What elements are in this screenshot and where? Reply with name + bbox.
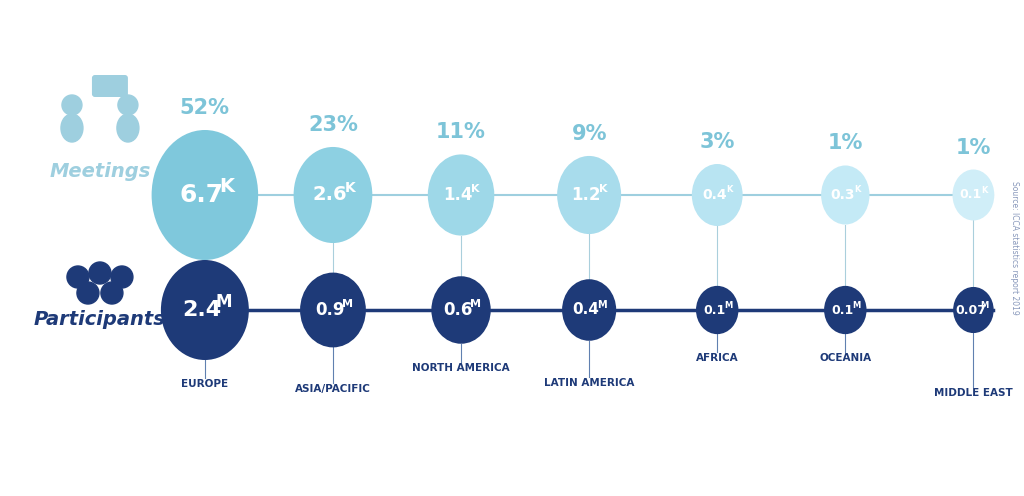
Text: K: K xyxy=(344,181,355,195)
Text: M: M xyxy=(852,301,860,310)
Text: ASIA/PACIFIC: ASIA/PACIFIC xyxy=(295,384,371,394)
Text: 1.4: 1.4 xyxy=(443,186,473,204)
Text: 0.07: 0.07 xyxy=(955,304,986,316)
Text: K: K xyxy=(599,184,608,194)
Ellipse shape xyxy=(300,273,366,347)
Text: 11%: 11% xyxy=(436,123,486,142)
Text: 1%: 1% xyxy=(955,137,991,158)
Text: M: M xyxy=(598,300,607,310)
Ellipse shape xyxy=(117,114,139,142)
Text: 0.4: 0.4 xyxy=(572,303,600,317)
Text: 0.4: 0.4 xyxy=(701,188,727,202)
Ellipse shape xyxy=(557,156,622,234)
Text: 3%: 3% xyxy=(699,132,735,152)
Ellipse shape xyxy=(161,260,249,360)
Text: Participants: Participants xyxy=(34,310,166,329)
Text: K: K xyxy=(981,186,987,195)
Ellipse shape xyxy=(953,287,993,333)
Text: K: K xyxy=(854,186,860,194)
Text: MIDDLE EAST: MIDDLE EAST xyxy=(934,388,1013,398)
Circle shape xyxy=(118,95,138,115)
Ellipse shape xyxy=(821,166,869,225)
Text: EUROPE: EUROPE xyxy=(181,379,228,389)
Text: 0.1: 0.1 xyxy=(959,188,982,201)
Circle shape xyxy=(101,282,123,304)
Text: 1%: 1% xyxy=(827,133,863,153)
Text: 0.6: 0.6 xyxy=(443,301,473,319)
Circle shape xyxy=(77,282,99,304)
Circle shape xyxy=(62,95,82,115)
Ellipse shape xyxy=(696,286,738,334)
Text: M: M xyxy=(470,299,481,309)
Text: K: K xyxy=(219,177,233,195)
Text: M: M xyxy=(342,299,353,309)
Ellipse shape xyxy=(294,147,373,243)
Ellipse shape xyxy=(61,114,83,142)
Ellipse shape xyxy=(428,154,495,236)
Ellipse shape xyxy=(431,276,490,344)
Text: LATIN AMERICA: LATIN AMERICA xyxy=(544,378,634,388)
Circle shape xyxy=(67,266,89,288)
Text: 9%: 9% xyxy=(571,124,607,144)
Text: 1.2: 1.2 xyxy=(571,186,601,204)
Text: M: M xyxy=(724,301,732,310)
Text: K: K xyxy=(726,186,732,194)
Circle shape xyxy=(89,262,111,284)
Text: 0.1: 0.1 xyxy=(703,304,725,316)
Text: M: M xyxy=(216,293,232,311)
Ellipse shape xyxy=(562,279,616,341)
FancyBboxPatch shape xyxy=(92,75,128,97)
Text: OCEANIA: OCEANIA xyxy=(819,353,871,363)
Text: 0.9: 0.9 xyxy=(315,301,345,319)
Text: NORTH AMERICA: NORTH AMERICA xyxy=(413,363,510,373)
Text: 0.1: 0.1 xyxy=(831,304,853,316)
Text: Meetings: Meetings xyxy=(49,162,151,181)
Text: 2.4: 2.4 xyxy=(182,300,221,320)
Text: 6.7: 6.7 xyxy=(180,183,224,207)
Text: 0.3: 0.3 xyxy=(830,188,855,202)
Ellipse shape xyxy=(692,164,742,226)
Text: Source: ICCA statistics report 2019: Source: ICCA statistics report 2019 xyxy=(1010,181,1019,315)
Ellipse shape xyxy=(152,130,258,260)
Text: 23%: 23% xyxy=(308,115,358,135)
Text: AFRICA: AFRICA xyxy=(696,353,738,363)
Ellipse shape xyxy=(952,170,994,221)
Text: M: M xyxy=(980,301,988,310)
Text: 52%: 52% xyxy=(180,98,229,118)
Circle shape xyxy=(111,266,133,288)
Text: K: K xyxy=(471,184,479,194)
Ellipse shape xyxy=(824,286,866,334)
Text: 2.6: 2.6 xyxy=(312,186,347,204)
